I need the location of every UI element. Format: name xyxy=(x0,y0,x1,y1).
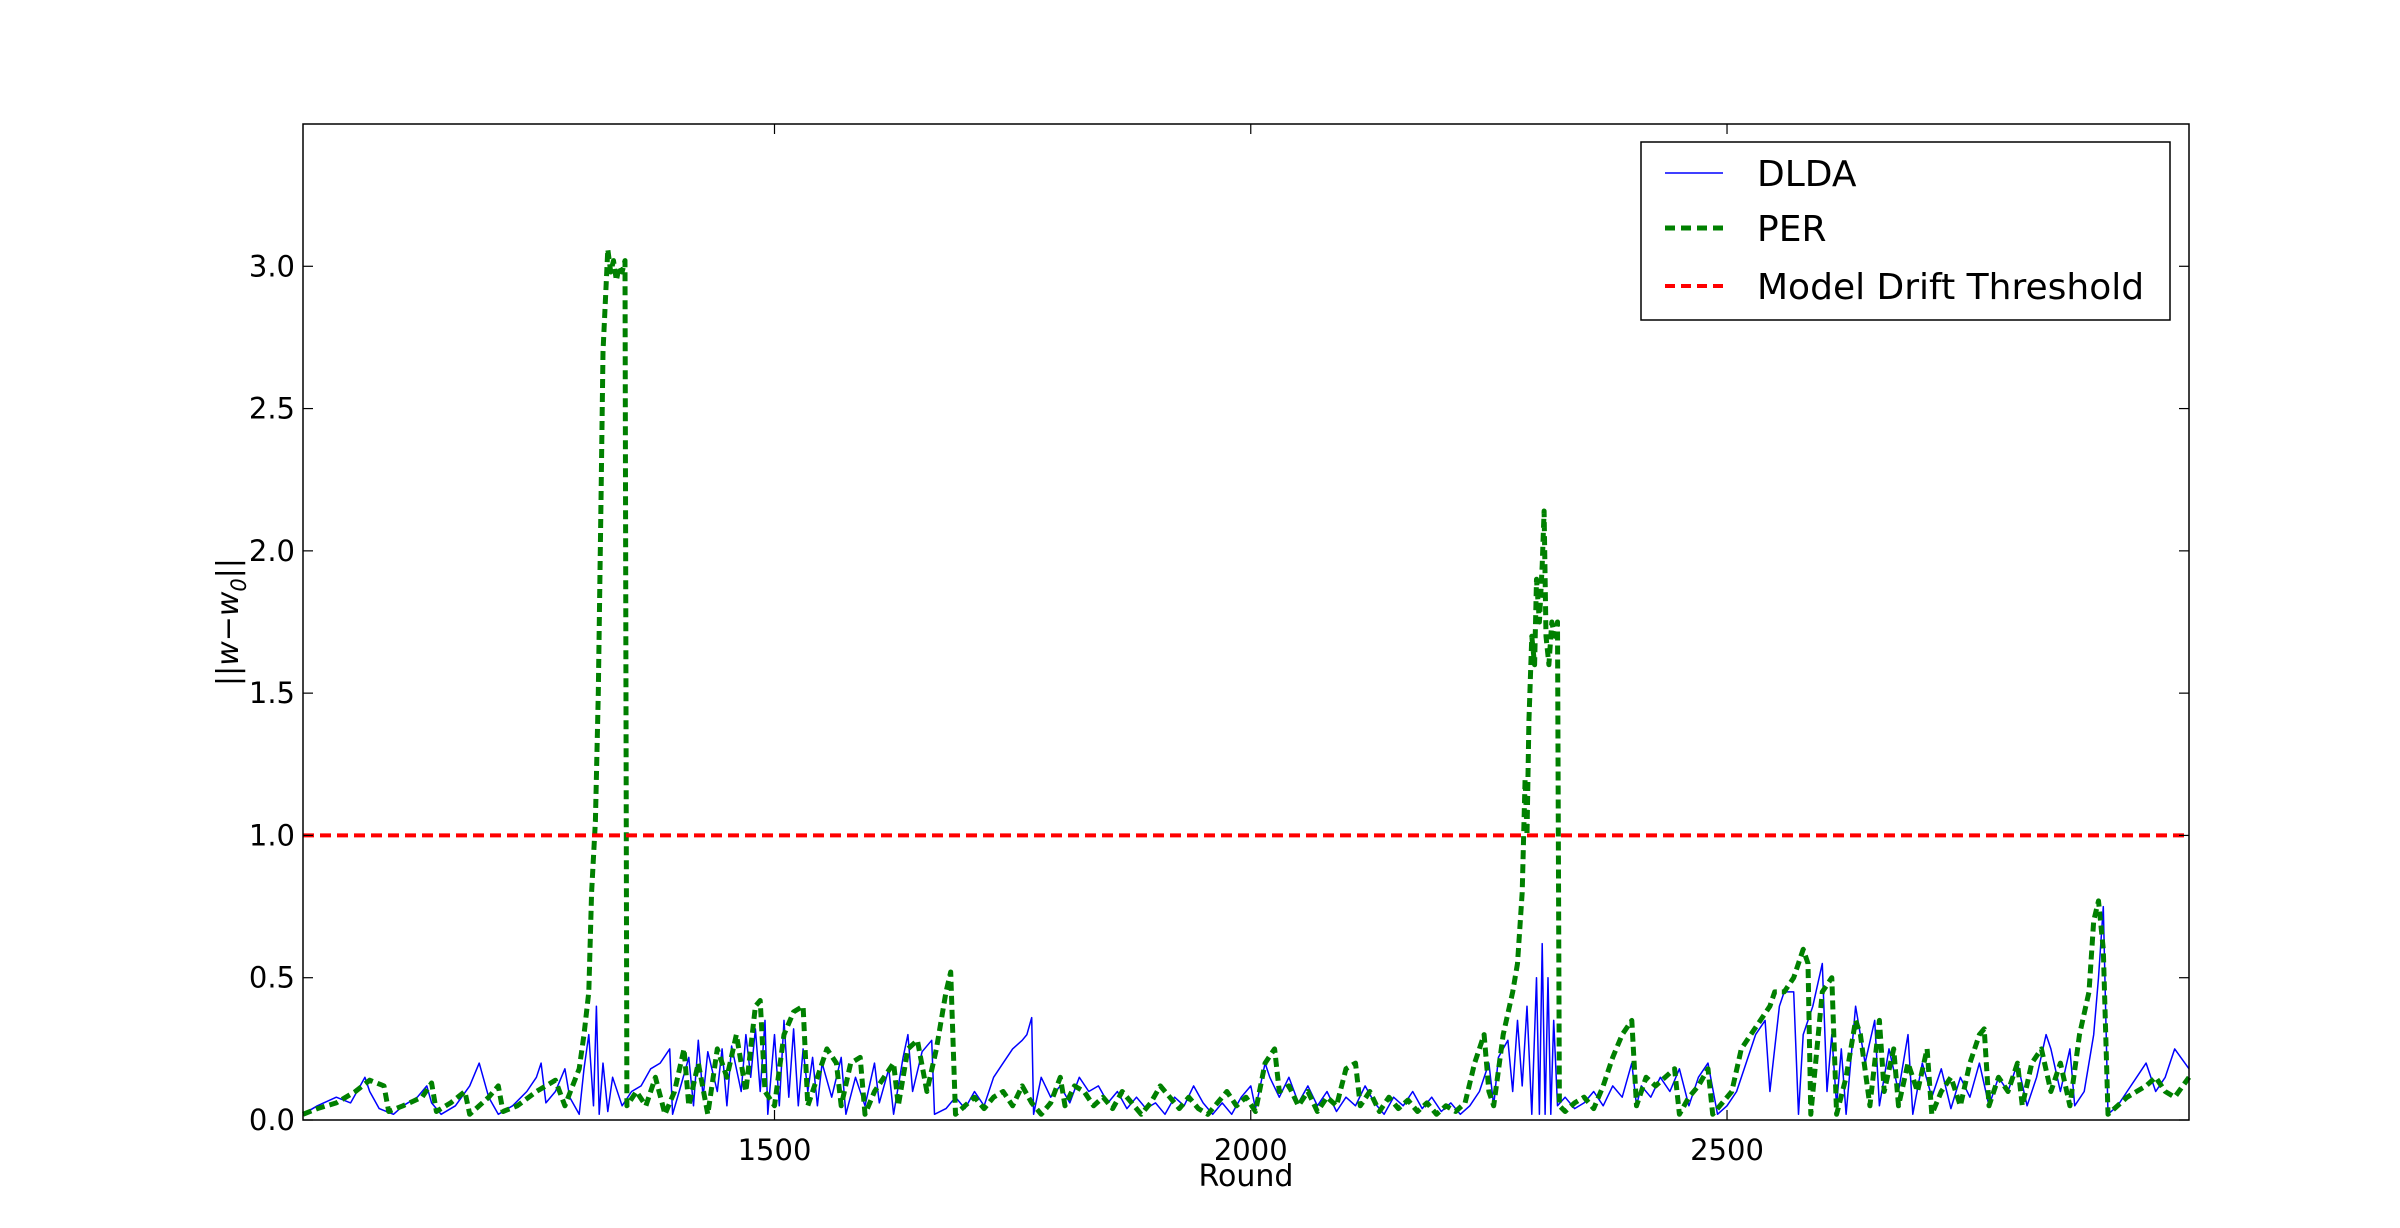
y-ticks: 0.0 0.5 1.0 1.5 2.0 2.5 3.0 xyxy=(249,249,2189,1137)
x-tick-label: 1500 xyxy=(738,1133,812,1167)
y-tick-label: 2.0 xyxy=(249,534,295,568)
y-tick-label: 2.5 xyxy=(249,392,295,426)
x-ticks: 1500 2000 2500 xyxy=(738,124,1764,1167)
legend-box xyxy=(1640,141,2171,321)
y-tick-label: 3.0 xyxy=(249,249,295,283)
legend: DLDA PER Model Drift Threshold xyxy=(1640,141,2171,321)
y-tick-label: 1.0 xyxy=(249,818,295,852)
y-tick-label: 1.5 xyxy=(249,676,295,710)
plot-frame xyxy=(302,123,2190,1121)
x-tick-label: 2000 xyxy=(1214,1133,1288,1167)
y-axis-label-main: ||w−w xyxy=(211,591,246,686)
y-axis-label-subscript: 0 xyxy=(227,578,251,591)
x-axis-label: Round xyxy=(1199,1159,1294,1194)
y-tick-label: 0.0 xyxy=(249,1103,295,1137)
series-line-per xyxy=(302,246,2192,1117)
x-tick-label: 2500 xyxy=(1690,1133,1764,1167)
legend-label-per: PER xyxy=(1757,209,1826,250)
legend-label-threshold: Model Drift Threshold xyxy=(1757,267,2144,308)
legend-label-dlda: DLDA xyxy=(1757,154,1857,195)
y-tick-label: 0.5 xyxy=(249,961,295,995)
y-axis-label: ||w−w0|| xyxy=(211,558,251,686)
y-axis-label-end: || xyxy=(211,558,246,578)
series-layer xyxy=(302,246,2192,1117)
